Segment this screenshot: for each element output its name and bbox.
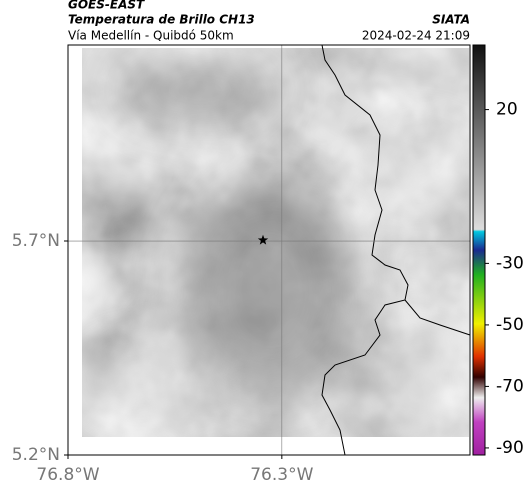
satellite-image [82,48,469,437]
lat-label: 5.7°N [12,231,60,251]
colorbar-label: -70 [496,376,524,396]
lat-label: 5.2°N [12,445,60,465]
lon-label: 76.3°W [250,465,313,485]
title: GOES-EAST [68,0,145,12]
colorbar-label: -30 [496,253,524,273]
source: SIATA [432,13,470,27]
region: Vía Medellín - Quibdó 50km [68,29,234,43]
border [404,299,471,336]
border [321,44,409,456]
lon-label: 76.8°W [36,465,99,485]
colorbar-label: 20 [496,100,518,120]
location-marker [257,234,269,245]
colorbar-label: -90 [496,438,524,458]
subtitle: Temperatura de Brillo CH13 [68,13,255,27]
map-frame [67,44,471,456]
datetime: 2024-02-24 21:09 [362,29,470,43]
colorbar-label: -50 [496,315,524,335]
colorbar [472,44,486,456]
